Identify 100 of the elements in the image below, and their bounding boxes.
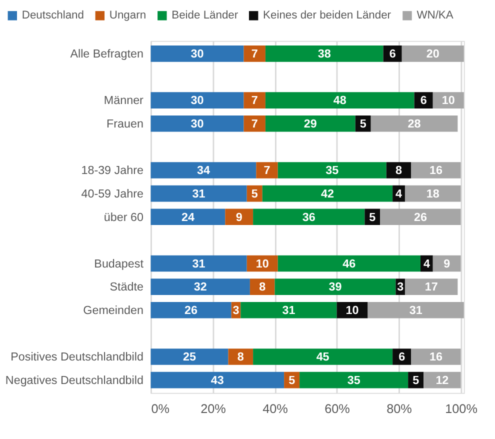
- data-label: 35: [326, 164, 340, 178]
- x-tick-label: 40%: [262, 402, 288, 416]
- bar: [404, 185, 461, 202]
- legend-label: Ungarn: [109, 10, 146, 22]
- y-tick-label: Frauen: [106, 118, 144, 131]
- data-label: 48: [333, 94, 347, 108]
- data-label: 34: [196, 164, 210, 178]
- bar: [150, 92, 244, 108]
- data-label: 10: [442, 94, 455, 108]
- bar: [278, 255, 420, 272]
- data-label: 30: [190, 48, 204, 61]
- data-label: 6: [420, 94, 428, 108]
- data-label: 3: [232, 304, 240, 318]
- x-tick-label: 0%: [151, 402, 170, 416]
- x-tick-label: 20%: [200, 402, 226, 416]
- data-label: 7: [264, 164, 270, 178]
- bar: [150, 115, 244, 132]
- bar: [150, 46, 244, 62]
- data-label: 31: [192, 187, 206, 200]
- x-tick-label: 80%: [386, 402, 412, 416]
- data-label: 5: [369, 210, 376, 224]
- bar: [150, 302, 232, 318]
- data-label: 26: [184, 304, 198, 318]
- bar: [386, 162, 412, 178]
- bar: [150, 372, 284, 388]
- y-tick-label: 40-59 Jahre: [81, 187, 144, 200]
- data-label: 29: [304, 118, 318, 131]
- data-label: 18: [426, 187, 440, 200]
- data-label: 12: [436, 374, 450, 387]
- data-label: 42: [320, 187, 334, 200]
- data-label: 25: [183, 350, 196, 364]
- bar: [250, 278, 275, 295]
- bar: [265, 46, 384, 62]
- x-tick-label: 100%: [445, 402, 478, 416]
- data-label: 8: [259, 280, 266, 294]
- data-label: 5: [288, 374, 296, 387]
- bar: [300, 372, 408, 388]
- data-label: 5: [412, 374, 420, 387]
- bar: [368, 302, 464, 318]
- data-label: 6: [398, 350, 406, 364]
- data-label: 10: [346, 304, 359, 318]
- bar: [265, 92, 414, 108]
- data-label: 7: [251, 48, 258, 61]
- legend-label: WN/KA: [416, 10, 454, 22]
- data-label: 5: [360, 118, 367, 131]
- y-tick-label: 18-39 Jahre: [81, 164, 144, 178]
- y-tick-label: Städte: [110, 280, 144, 294]
- data-label: 39: [328, 280, 342, 294]
- data-label: 20: [426, 48, 440, 61]
- data-label: 31: [282, 304, 296, 318]
- data-label: 4: [423, 257, 430, 270]
- data-label: 16: [429, 164, 443, 178]
- bar: [150, 278, 250, 295]
- bar: [253, 208, 365, 226]
- bar: [244, 46, 266, 62]
- bar: [150, 348, 228, 365]
- bar: [244, 92, 266, 108]
- bar: [411, 162, 461, 178]
- data-label: 30: [190, 94, 204, 108]
- bar: [150, 185, 247, 202]
- y-tick-label: Männer: [104, 94, 144, 108]
- data-label: 45: [316, 350, 330, 364]
- data-label: 9: [444, 257, 451, 270]
- legend-label: Keines der beiden Länder: [263, 10, 392, 22]
- bar: [411, 348, 461, 365]
- legend-label: Deutschland: [22, 10, 84, 22]
- bar: [370, 115, 458, 132]
- data-label: 31: [192, 257, 206, 270]
- bar: [274, 278, 396, 295]
- bar: [240, 302, 337, 318]
- bar: [278, 162, 386, 178]
- y-tick-label: Positives Deutschlandbild: [10, 350, 144, 364]
- bar: [402, 46, 464, 62]
- bar: [244, 115, 266, 132]
- data-label: 8: [237, 350, 244, 364]
- data-label: 17: [424, 280, 438, 294]
- y-tick-label: Budapest: [94, 257, 144, 270]
- data-label: 4: [396, 187, 403, 200]
- data-label: 26: [414, 210, 428, 224]
- data-label: 30: [190, 118, 204, 131]
- data-label: 10: [256, 257, 269, 270]
- legend-label: Beide Länder: [172, 10, 238, 22]
- data-label: 28: [408, 118, 422, 131]
- data-label: 35: [347, 374, 361, 387]
- data-label: 3: [397, 280, 404, 294]
- bar: [150, 162, 256, 178]
- data-label: 9: [236, 210, 243, 224]
- data-label: 16: [429, 350, 443, 364]
- data-label: 43: [210, 374, 224, 387]
- bar: [256, 162, 278, 178]
- data-label: 7: [251, 118, 258, 131]
- bar: [262, 185, 393, 202]
- y-tick-label: Gemeinden: [83, 304, 144, 318]
- x-tick-label: 60%: [324, 402, 350, 416]
- bar: [404, 278, 458, 295]
- data-label: 7: [251, 94, 258, 108]
- bar: [150, 255, 247, 272]
- bar: [150, 208, 226, 226]
- bar: [380, 208, 461, 226]
- data-label: 5: [251, 187, 258, 200]
